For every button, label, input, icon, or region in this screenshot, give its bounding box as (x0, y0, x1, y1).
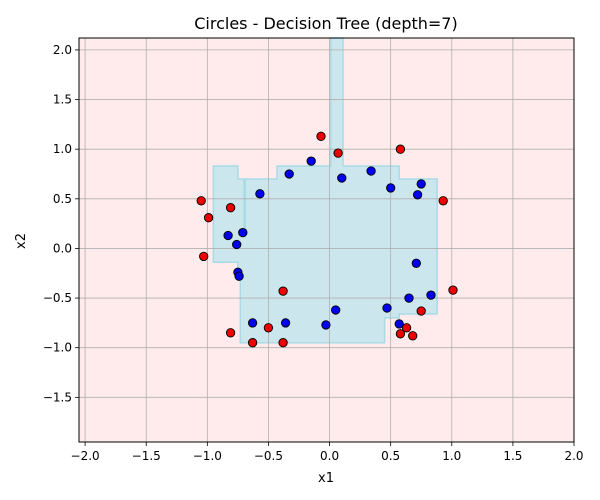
blue-point (223, 230, 233, 241)
red-point (199, 251, 209, 262)
y-axis-label: x2 (14, 233, 29, 249)
y-tick-label: −1.0 (43, 341, 72, 355)
blue-point (331, 305, 341, 315)
y-tick-label: 1.0 (53, 142, 72, 156)
x-tick-label: 1.5 (503, 449, 522, 463)
x-tick-label: 2.0 (564, 449, 583, 463)
red-point (225, 203, 236, 213)
red-point (401, 323, 412, 333)
x-axis-label: x1 (318, 471, 334, 486)
x-tick-label: 0.5 (381, 449, 400, 463)
plot-frame (78, 37, 575, 443)
red-point (203, 213, 214, 223)
y-tick-label: 0.0 (53, 241, 72, 255)
red-point (333, 148, 343, 158)
blue-point (411, 258, 421, 268)
blue-point (426, 290, 436, 300)
red-point (395, 329, 406, 339)
y-tick-label: −1.5 (43, 390, 72, 404)
red-point (247, 338, 258, 348)
x-tick-label: 1.0 (442, 449, 461, 463)
red-point (438, 196, 448, 206)
blue-point (366, 166, 376, 176)
x-tick-label: −2.0 (71, 449, 100, 463)
x-tick-label: 0.0 (320, 449, 339, 463)
blue-point (412, 190, 423, 200)
red-point (225, 328, 236, 338)
x-tick-label: −1.5 (132, 449, 161, 463)
red-point (278, 286, 288, 296)
blue-point (382, 303, 392, 313)
blue-point (416, 179, 426, 189)
red-point (416, 306, 426, 316)
blue-point (247, 318, 258, 328)
y-tick-label: 0.5 (53, 192, 72, 206)
blue-point (280, 318, 291, 328)
chart-title: Circles - Decision Tree (depth=7) (194, 14, 457, 33)
red-point (395, 144, 406, 154)
red-point (408, 331, 418, 341)
blue-point (404, 293, 414, 303)
blue-point (232, 239, 242, 250)
x-axis-ticks: −2.0 −1.5 −1.0 −0.5 0.0 0.5 1.0 1.5 2.0 (71, 442, 584, 463)
blue-point (238, 227, 248, 238)
points-layer (196, 131, 458, 348)
blue-point (394, 319, 404, 329)
blue-point (284, 169, 294, 179)
x-tick-label: −0.5 (254, 449, 283, 463)
y-tick-label: 2.0 (53, 43, 72, 57)
blue-point (386, 183, 396, 193)
blue-point (234, 271, 244, 281)
blue-point (255, 189, 265, 199)
x-tick-label: −1.0 (193, 449, 222, 463)
blue-point (337, 173, 347, 183)
red-point (316, 131, 326, 141)
y-axis-ticks: −1.5 −1.0 −0.5 0.0 0.5 1.0 1.5 2.0 (43, 43, 79, 404)
red-point (448, 285, 458, 295)
red-point (278, 338, 288, 348)
red-point (196, 196, 206, 206)
blue-point (306, 156, 316, 166)
y-tick-label: 1.5 (53, 93, 72, 107)
blue-point (321, 320, 331, 330)
y-tick-label: −0.5 (43, 291, 72, 305)
red-point (263, 323, 274, 333)
